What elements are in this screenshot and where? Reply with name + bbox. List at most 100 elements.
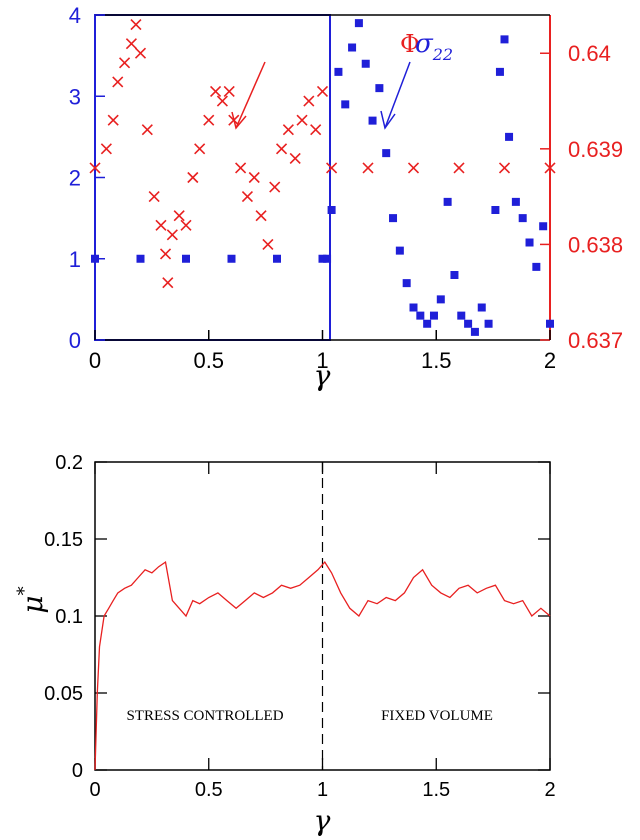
sigma22-point: [382, 149, 391, 158]
phi-point: [296, 114, 308, 126]
phi-point: [216, 95, 228, 107]
top-left-tick-label: 1: [69, 247, 81, 272]
phi-point: [362, 162, 374, 174]
sigma22-point: [457, 311, 466, 320]
bottom-y-tick-label: 0.2: [55, 452, 83, 474]
sigma22-point: [389, 214, 398, 223]
bottom-x-ticks: 0 0.5 1 1.5 2: [89, 462, 556, 801]
bottom-x-tick-label: 0: [89, 779, 100, 801]
phi-point: [187, 171, 199, 184]
sigma22-point: [354, 19, 363, 28]
phi-point: [130, 18, 142, 31]
sigma22-point: [539, 222, 548, 231]
phi-point: [282, 124, 294, 136]
sigma22-arrow: [384, 61, 411, 129]
phi-point: [173, 210, 185, 222]
phi-point: [407, 162, 420, 174]
sigma22-point: [470, 327, 479, 336]
phi-point: [107, 114, 119, 126]
phi-point: [194, 143, 206, 155]
bottom-y-tick-label: 0: [72, 760, 83, 782]
phi-point: [544, 162, 556, 174]
sigma22-point: [423, 319, 432, 328]
sigma22-point: [511, 197, 520, 206]
phi-point: [210, 85, 222, 98]
sigma22-point: [525, 238, 534, 247]
region-label-stress: STRESS CONTROLLED: [126, 708, 283, 724]
sigma22-point: [500, 35, 509, 44]
sigma22-point: [429, 311, 438, 320]
top-right-tick-label: 0.639: [568, 137, 623, 162]
top-x-tick-label: 1: [316, 348, 328, 373]
phi-point: [125, 38, 137, 50]
top-left-tick-label: 2: [69, 166, 81, 191]
sigma22-point: [436, 295, 445, 304]
top-x-ticks: 0 0.5 1 1.5 2: [89, 330, 556, 373]
phi-point: [269, 181, 281, 193]
top-left-ticks: 0 1 2 3 4: [69, 3, 105, 353]
phi-point: [498, 162, 511, 174]
sigma22-point: [323, 254, 332, 263]
phi-point: [134, 47, 147, 59]
bottom-chart: 0 0.05 0.1 0.15 0.2 0 0.5 1 1.5 2 STRESS CONTROL…: [14, 452, 556, 837]
sigma22-point: [368, 116, 377, 125]
sigma22-point: [327, 206, 336, 214]
phi-point: [159, 248, 172, 260]
sigma22-point: [518, 214, 527, 223]
phi-series: [89, 18, 556, 289]
top-x-axis-label: γ: [314, 359, 331, 392]
top-plot-frame-left: [94, 14, 331, 341]
phi-point: [89, 162, 101, 174]
phi-point: [310, 124, 322, 136]
phi-point: [141, 124, 153, 136]
bottom-x-axis-label: γ: [314, 804, 331, 837]
sigma22-point: [495, 67, 504, 76]
phi-point: [203, 114, 215, 126]
sigma22-point: [375, 84, 384, 93]
phi-point: [289, 152, 301, 164]
sigma22-point: [318, 254, 327, 263]
bottom-y-tick-label: 0.1: [55, 606, 83, 628]
sigma22-point: [491, 206, 500, 214]
sigma22-point: [182, 254, 190, 263]
sigma22-point: [402, 279, 411, 288]
region-label-fixed: FIXED VOLUME: [381, 708, 493, 724]
sigma22-point: [273, 254, 281, 263]
bottom-y-ticks: 0 0.05 0.1 0.15 0.2: [44, 452, 550, 782]
sigma22-point: [450, 271, 459, 279]
phi-point: [316, 85, 329, 98]
top-left-tick-label: 4: [69, 3, 81, 28]
sigma22-point: [443, 197, 452, 206]
bottom-y-axis-label: μ*: [14, 586, 49, 613]
top-left-tick-label: 3: [69, 84, 81, 109]
top-right-tick-label: 0.637: [568, 328, 623, 353]
phi-point: [148, 191, 160, 203]
sigma22-point: [464, 319, 473, 328]
phi-point: [248, 171, 260, 184]
mu-superscript: *: [14, 586, 35, 595]
sigma22-arrowhead: [380, 110, 396, 130]
bottom-x-tick-label: 1.5: [422, 779, 450, 801]
sigma22-point: [136, 254, 145, 263]
sigma22-point: [532, 262, 541, 271]
bottom-y-tick-label: 0.15: [44, 529, 83, 551]
phi-annotation: Φ: [400, 30, 420, 58]
top-x-tick-label: 0: [89, 348, 101, 373]
top-x-tick-label: 2: [544, 348, 556, 373]
bottom-y-tick-label: 0.05: [44, 683, 83, 705]
sigma22-point: [341, 100, 350, 109]
sigma22-point: [227, 254, 236, 263]
phi-point: [453, 162, 465, 174]
phi-point: [262, 238, 274, 250]
phi-arrowhead: [231, 111, 247, 130]
sigma22-point: [416, 311, 425, 320]
bottom-x-tick-label: 2: [544, 779, 555, 801]
sigma22-point: [484, 319, 493, 328]
phi-point: [326, 162, 338, 174]
phi-point: [223, 85, 235, 98]
phi-point: [162, 277, 174, 289]
top-left-tick-label: 0: [69, 328, 81, 353]
sigma22-point: [348, 43, 357, 52]
top-x-tick-label: 0.5: [193, 348, 224, 373]
